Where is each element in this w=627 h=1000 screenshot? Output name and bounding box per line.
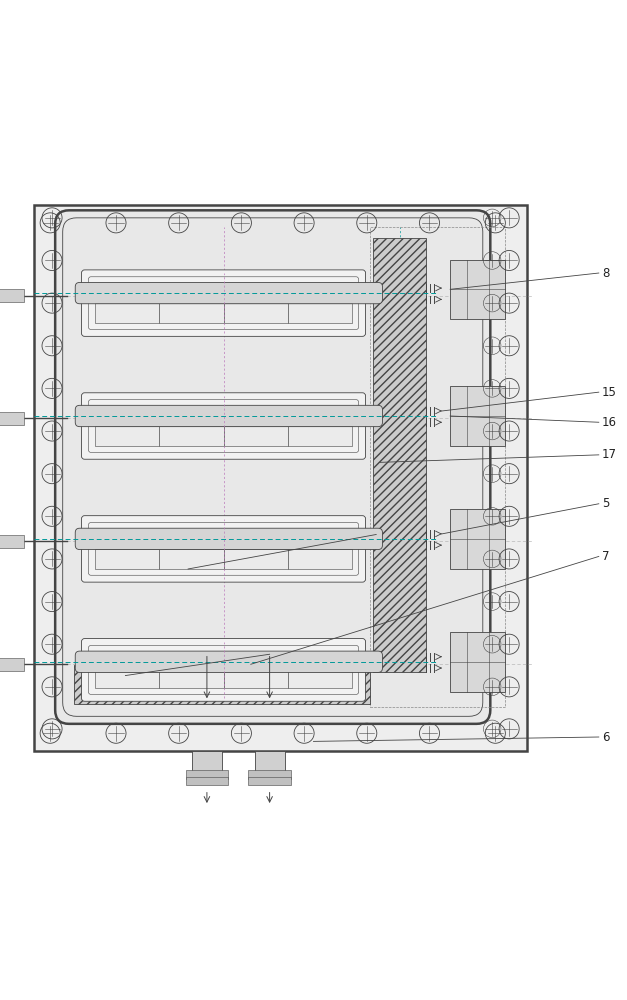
Bar — [223, 652, 288, 670]
Bar — [159, 303, 223, 323]
Bar — [34, 205, 527, 751]
FancyBboxPatch shape — [82, 270, 366, 336]
Bar — [450, 632, 505, 692]
Bar — [248, 770, 291, 779]
Bar — [223, 303, 288, 323]
Bar — [95, 283, 159, 303]
Text: 17: 17 — [602, 448, 617, 461]
Bar — [223, 283, 288, 303]
Bar — [159, 283, 223, 303]
Bar — [186, 770, 228, 779]
FancyBboxPatch shape — [82, 639, 366, 701]
FancyBboxPatch shape — [88, 277, 359, 329]
Bar — [0, 412, 24, 425]
FancyBboxPatch shape — [88, 523, 359, 575]
Text: 5: 5 — [602, 497, 609, 510]
Bar — [74, 665, 370, 704]
FancyBboxPatch shape — [88, 400, 359, 452]
Bar — [0, 535, 24, 548]
Bar — [373, 238, 426, 672]
Bar — [248, 777, 291, 785]
FancyBboxPatch shape — [75, 282, 382, 304]
Bar — [450, 386, 505, 446]
FancyBboxPatch shape — [55, 210, 490, 724]
Text: 15: 15 — [602, 386, 617, 399]
Bar — [95, 549, 159, 569]
Text: 6: 6 — [602, 731, 609, 744]
Text: 8: 8 — [602, 267, 609, 280]
Bar — [95, 529, 159, 549]
Bar — [95, 670, 159, 688]
Bar — [95, 303, 159, 323]
Bar — [0, 658, 24, 671]
Bar — [95, 652, 159, 670]
Bar — [288, 426, 352, 446]
Bar — [159, 406, 223, 426]
Bar — [288, 549, 352, 569]
Bar — [223, 549, 288, 569]
Bar — [370, 227, 505, 707]
Bar — [159, 670, 223, 688]
Bar — [223, 406, 288, 426]
Bar — [255, 751, 285, 782]
Bar — [0, 289, 24, 302]
Bar — [288, 283, 352, 303]
Bar — [223, 426, 288, 446]
FancyBboxPatch shape — [88, 645, 359, 694]
Bar — [159, 426, 223, 446]
Bar — [159, 549, 223, 569]
Bar — [288, 652, 352, 670]
Bar — [450, 260, 505, 319]
Bar — [159, 652, 223, 670]
FancyBboxPatch shape — [75, 528, 382, 550]
Text: 16: 16 — [602, 416, 617, 429]
Bar — [288, 303, 352, 323]
Bar — [95, 406, 159, 426]
Bar — [223, 670, 288, 688]
Bar — [186, 777, 228, 785]
FancyBboxPatch shape — [75, 405, 382, 427]
FancyBboxPatch shape — [75, 651, 382, 672]
Bar — [159, 529, 223, 549]
Text: 7: 7 — [602, 550, 609, 563]
Bar — [288, 406, 352, 426]
Bar — [288, 529, 352, 549]
FancyBboxPatch shape — [82, 516, 366, 582]
Bar — [95, 426, 159, 446]
Bar — [192, 751, 222, 782]
FancyBboxPatch shape — [63, 218, 483, 716]
Bar — [223, 529, 288, 549]
Bar — [288, 670, 352, 688]
Bar — [450, 509, 505, 569]
FancyBboxPatch shape — [82, 393, 366, 459]
